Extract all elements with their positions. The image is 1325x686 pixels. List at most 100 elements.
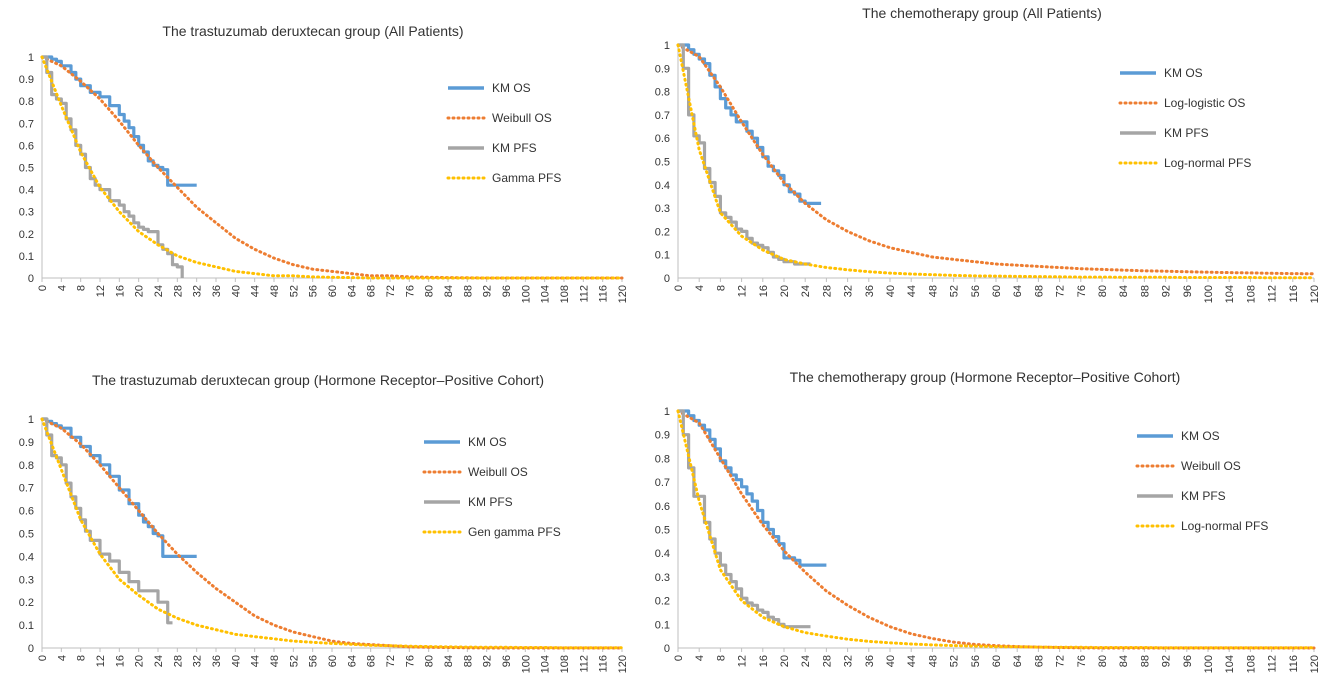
series-line-log-normal-pfs <box>676 43 1316 280</box>
x-tick-label: 100 <box>1203 285 1215 303</box>
y-tick-label: 0.9 <box>655 63 670 75</box>
y-tick-label: 0.6 <box>655 133 670 145</box>
x-tick-label: 32 <box>843 285 855 297</box>
x-tick-label: 96 <box>501 655 513 667</box>
x-tick-label: 68 <box>366 655 378 667</box>
x-tick-label: 96 <box>1182 285 1194 297</box>
x-tick-label: 76 <box>1076 655 1088 667</box>
x-tick-label: 84 <box>443 285 455 297</box>
x-tick-label: 96 <box>1182 655 1194 667</box>
legend-label: Log-normal PFS <box>1164 156 1251 170</box>
x-tick-label: 48 <box>927 655 939 667</box>
x-tick-label: 28 <box>172 655 184 667</box>
series-line-gen-gamma-pfs <box>40 417 624 650</box>
y-tick-label: 0 <box>28 643 34 655</box>
x-tick-label: 16 <box>114 655 126 667</box>
series-line-km-os <box>678 409 827 567</box>
x-tick-label: 76 <box>1076 285 1088 297</box>
x-tick-label: 0 <box>37 655 49 661</box>
x-tick-label: 28 <box>821 655 833 667</box>
y-tick-label: 0.2 <box>655 596 670 608</box>
x-tick-label: 120 <box>1309 655 1321 673</box>
x-tick-label: 72 <box>1055 655 1067 667</box>
x-tick-label: 84 <box>1118 285 1130 297</box>
x-tick-label: 56 <box>308 285 320 297</box>
y-tick-label: 0.3 <box>655 572 670 584</box>
x-tick-label: 12 <box>95 655 107 667</box>
y-tick-label: 0.8 <box>19 96 34 108</box>
x-tick-label: 108 <box>559 285 571 303</box>
x-tick-label: 80 <box>424 285 436 297</box>
x-tick-label: 4 <box>56 285 68 291</box>
x-tick-label: 64 <box>346 655 358 667</box>
y-tick-label: 0.2 <box>655 226 670 238</box>
y-tick-label: 1 <box>28 52 34 64</box>
y-tick-label: 0.8 <box>19 460 34 472</box>
x-tick-label: 36 <box>211 285 223 297</box>
y-tick-label: 0.2 <box>19 597 34 609</box>
legend-label: KM PFS <box>492 141 537 155</box>
x-tick-label: 32 <box>192 285 204 297</box>
x-tick-label: 84 <box>443 655 455 667</box>
x-tick-label: 0 <box>673 655 685 661</box>
x-tick-label: 12 <box>95 285 107 297</box>
chart-svg: The chemotherapy group (All Patients) 0 0.… <box>655 5 1321 303</box>
chart-title: The chemotherapy group (Hormone Receptor… <box>790 369 1181 385</box>
x-tick-label: 64 <box>1012 285 1024 297</box>
y-tick-label: 0.3 <box>655 203 670 215</box>
y-tick-label: 0.9 <box>19 437 34 449</box>
x-tick-label: 88 <box>462 285 474 297</box>
y-tick-label: 0.7 <box>19 118 34 130</box>
x-tick-label: 48 <box>927 285 939 297</box>
y-tick-label: 0.4 <box>655 180 670 192</box>
x-tick-label: 8 <box>76 285 88 291</box>
x-tick-label: 36 <box>211 655 223 667</box>
x-tick-label: 116 <box>1288 285 1300 303</box>
y-tick-label: 0.2 <box>19 229 34 241</box>
y-tick-label: 0.4 <box>655 548 670 560</box>
y-tick-label: 1 <box>28 414 34 426</box>
series-line-weibull-os <box>676 409 1316 650</box>
x-tick-label: 0 <box>673 285 685 291</box>
x-tick-label: 112 <box>1267 285 1279 303</box>
y-tick-label: 0 <box>664 273 670 285</box>
chart-panel-td-all: The trastuzumab deruxtecan group (All Pa… <box>0 0 662 303</box>
series-line-km-pfs <box>678 43 811 266</box>
legend-label: Gamma PFS <box>492 171 561 185</box>
chart-panel-chemo-all: The chemotherapy group (All Patients) 0 0.… <box>655 0 1324 303</box>
legend-label: KM OS <box>1181 429 1220 443</box>
x-tick-label: 84 <box>1118 655 1130 667</box>
x-tick-label: 92 <box>1161 285 1173 297</box>
y-tick-label: 0.4 <box>19 551 34 563</box>
series-line-km-os <box>678 43 822 205</box>
y-tick-label: 0.3 <box>19 574 34 586</box>
x-tick-label: 36 <box>864 655 876 667</box>
x-tick-label: 120 <box>1309 285 1321 303</box>
y-tick-label: 0.3 <box>19 207 34 219</box>
x-tick-label: 20 <box>134 285 146 297</box>
x-tick-label: 20 <box>779 285 791 297</box>
x-tick-label: 96 <box>501 285 513 297</box>
x-tick-label: 76 <box>404 655 416 667</box>
x-tick-label: 24 <box>800 655 812 667</box>
x-tick-label: 40 <box>885 285 897 297</box>
x-tick-label: 104 <box>1224 285 1236 303</box>
y-tick-label: 0.7 <box>655 477 670 489</box>
x-tick-label: 112 <box>578 655 590 673</box>
x-tick-label: 68 <box>1033 285 1045 297</box>
x-tick-label: 44 <box>906 285 918 297</box>
y-tick-label: 0.8 <box>655 453 670 465</box>
x-tick-label: 104 <box>1224 655 1236 673</box>
legend-label: Weibull OS <box>468 465 528 479</box>
x-tick-label: 4 <box>694 655 706 661</box>
x-tick-label: 104 <box>540 285 552 303</box>
x-tick-label: 92 <box>482 655 494 667</box>
x-tick-label: 68 <box>366 285 378 297</box>
x-tick-label: 120 <box>617 655 629 673</box>
series-line-log-logistic-os <box>676 43 1316 276</box>
x-tick-label: 40 <box>885 655 897 667</box>
x-tick-label: 44 <box>250 285 262 297</box>
legend-label: KM PFS <box>468 495 513 509</box>
series-line-km-pfs <box>42 417 173 625</box>
legend-label: Log-normal PFS <box>1181 519 1268 533</box>
